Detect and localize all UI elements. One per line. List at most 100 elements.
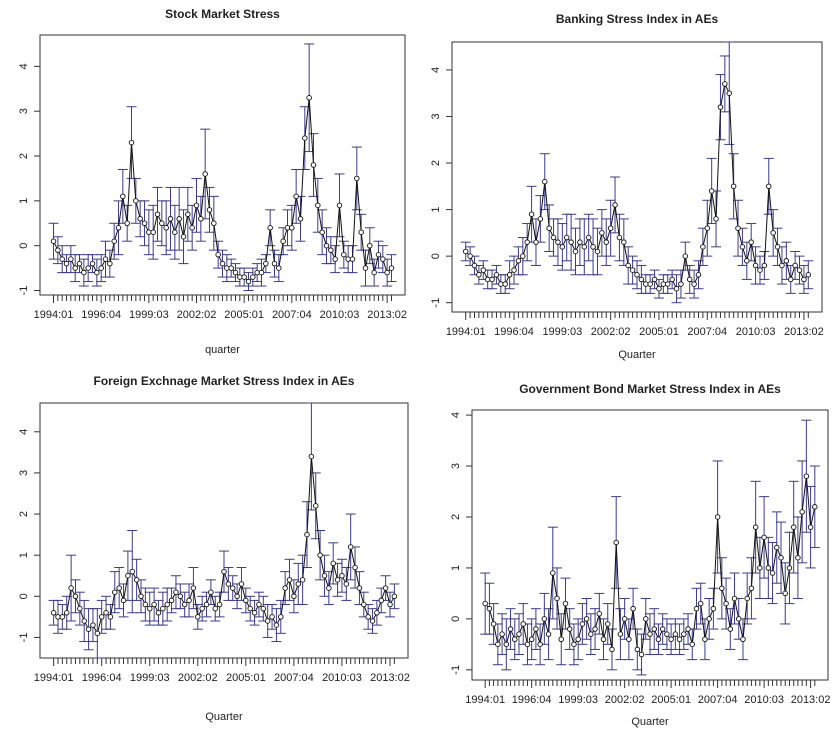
x-axis-label: Quarter [205, 711, 243, 723]
point [520, 253, 526, 259]
point [695, 272, 702, 278]
point [94, 269, 100, 276]
point [596, 611, 603, 617]
point [476, 272, 482, 278]
point [354, 175, 360, 182]
point [111, 238, 117, 244]
point [216, 601, 223, 608]
point [766, 183, 772, 190]
point [613, 539, 619, 546]
y-tick-label: 1 [450, 565, 462, 571]
point [689, 641, 696, 648]
point [486, 605, 493, 612]
point [790, 524, 797, 530]
series-line [53, 456, 395, 635]
x-tick-label: 1996:04 [81, 309, 121, 321]
point [129, 568, 136, 575]
point [90, 622, 96, 628]
point [369, 618, 376, 624]
y-tick-label: 2 [430, 160, 442, 166]
point [133, 198, 139, 204]
point [685, 626, 691, 632]
point [770, 230, 776, 236]
point [702, 636, 708, 642]
point [234, 593, 240, 600]
point [250, 274, 256, 280]
point [719, 585, 725, 592]
point [163, 225, 169, 231]
x-axis-label: Quarter [631, 716, 669, 728]
point [533, 239, 539, 245]
point [189, 225, 195, 231]
point [499, 631, 505, 637]
point [656, 285, 662, 292]
point [599, 230, 605, 236]
point [604, 621, 611, 627]
y-tick-label: -1 [430, 298, 442, 308]
point [215, 251, 221, 258]
x-tick-label: 1999:03 [129, 309, 169, 321]
point [59, 614, 66, 620]
point [177, 593, 184, 600]
point [480, 267, 487, 273]
point [490, 621, 497, 627]
y-tick-label: 1 [430, 207, 442, 213]
point [85, 626, 92, 632]
point [384, 269, 390, 276]
chart-title: Banking Stress Index in AEs [556, 12, 719, 26]
x-tick-label: 2002:02 [177, 309, 217, 321]
point [310, 162, 317, 168]
x-tick-label: 2007:04 [272, 309, 312, 321]
point [803, 473, 810, 479]
point [812, 504, 818, 510]
y-tick-label: 3 [18, 470, 30, 476]
point [708, 188, 715, 194]
point [765, 565, 772, 571]
point [503, 641, 510, 648]
point [68, 256, 74, 262]
point [664, 281, 671, 287]
point [630, 605, 636, 612]
point [81, 269, 87, 276]
point [154, 211, 161, 218]
point [362, 265, 369, 271]
point [339, 572, 345, 579]
point [133, 577, 140, 583]
point [85, 265, 91, 271]
point [293, 193, 299, 200]
point [243, 597, 249, 604]
point [761, 262, 768, 269]
point [343, 581, 350, 587]
point [391, 593, 398, 600]
point [799, 509, 805, 515]
point [495, 641, 501, 648]
point [186, 597, 192, 604]
point [541, 616, 548, 622]
x-tick-label: 2010:03 [736, 326, 776, 338]
point [367, 242, 373, 249]
point [229, 585, 236, 591]
x-tick-label: 2002:02 [178, 672, 218, 684]
point [212, 605, 219, 612]
point [76, 260, 83, 267]
point [198, 216, 204, 222]
point [356, 585, 363, 591]
point [511, 267, 517, 273]
point [63, 610, 70, 616]
y-tick-label: -1 [18, 633, 30, 643]
point [280, 238, 286, 244]
point [537, 216, 544, 222]
point [592, 626, 598, 632]
x-tick-label: 2007:04 [687, 326, 727, 338]
point [208, 589, 214, 595]
point [572, 248, 579, 255]
point [388, 265, 395, 271]
y-tick-label: -1 [18, 286, 30, 296]
point [489, 276, 495, 283]
point [63, 260, 70, 267]
x-tick-label: 1994:01 [465, 694, 505, 706]
point [195, 614, 201, 620]
point [55, 247, 61, 253]
point [498, 281, 504, 287]
